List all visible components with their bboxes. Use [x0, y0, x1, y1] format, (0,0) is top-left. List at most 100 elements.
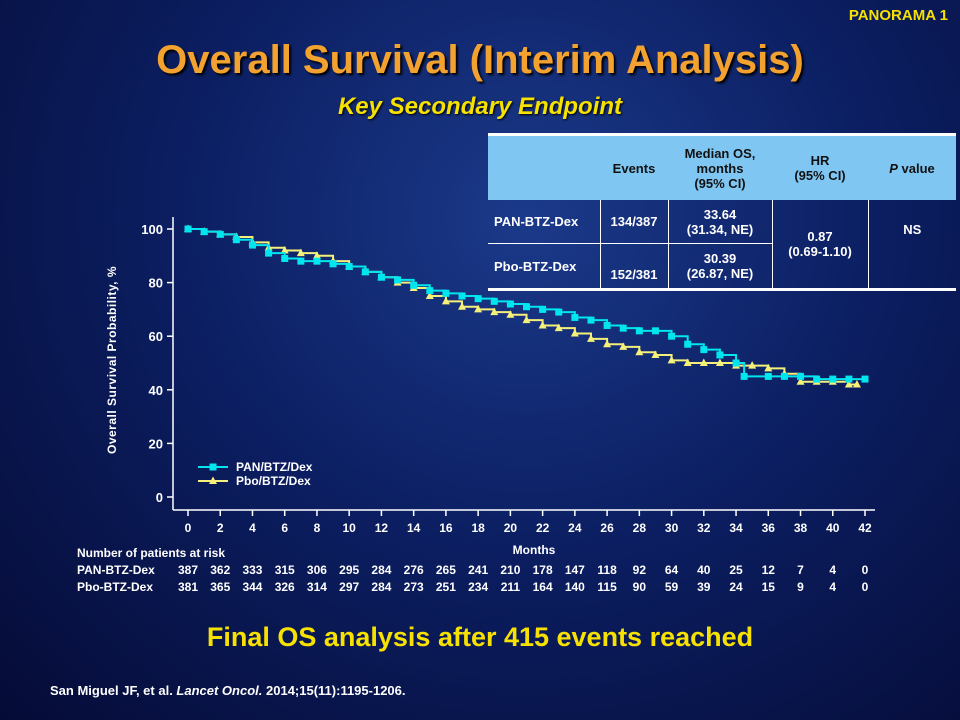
data-point-pan: [740, 372, 748, 380]
y-tick-label: 60: [149, 329, 163, 344]
risk-row-label: Pbo-BTZ-Dex: [77, 580, 153, 594]
y-axis-label: Overall Survival Probability, %: [105, 266, 119, 454]
table-header-median: Median OS, months (95% CI): [668, 133, 772, 200]
median-cell: 33.64 (31.34, NE): [668, 200, 773, 245]
header-hr-line1: HR: [810, 153, 830, 168]
data-point-pbo: [683, 358, 692, 366]
events-cell: 152/381: [600, 243, 669, 291]
x-tick-label: 10: [343, 521, 357, 535]
data-point-pan: [539, 305, 547, 313]
header-hr-line2: (95% CI): [794, 168, 846, 183]
data-point-pan: [313, 257, 321, 265]
risk-count: 147: [564, 563, 585, 577]
table-header-hr: HR (95% CI): [772, 133, 868, 200]
x-tick-label: 30: [665, 521, 679, 535]
data-point-pan: [732, 359, 740, 367]
arm-label: Pbo-BTZ-Dex: [488, 243, 601, 291]
risk-count: 315: [274, 563, 295, 577]
data-point-pan: [281, 254, 289, 262]
x-tick-label: 12: [375, 521, 389, 535]
risk-count: 241: [468, 563, 489, 577]
x-tick-label: 16: [439, 521, 453, 535]
data-point-pbo: [603, 339, 612, 348]
x-tick-label: 32: [697, 521, 711, 535]
y-tick-label: 80: [149, 276, 163, 291]
data-point-pan: [426, 287, 434, 295]
median-ci: (31.34, NE): [686, 221, 754, 237]
data-point-pbo: [699, 358, 708, 366]
header-p-italic: P: [889, 160, 898, 176]
data-point-pbo: [425, 291, 434, 299]
data-point-pan: [458, 292, 466, 300]
risk-count: 0: [861, 580, 869, 594]
risk-count: 4: [829, 580, 837, 594]
risk-count: 210: [500, 563, 521, 577]
data-point-pbo: [748, 361, 757, 369]
data-point-pbo: [522, 315, 531, 324]
data-point-pan: [474, 295, 482, 303]
chart-series: [184, 224, 869, 388]
risk-count: 306: [306, 563, 327, 577]
data-point-pan: [297, 257, 305, 265]
data-point-pbo: [715, 358, 724, 366]
header-median-line1: Median OS,: [684, 145, 756, 161]
median-cell: 30.39 (26.87, NE): [668, 243, 773, 291]
x-tick-label: 24: [568, 521, 582, 535]
data-point-pan: [523, 303, 530, 311]
header-p-rest: value: [897, 160, 935, 176]
legend-label: PAN/BTZ/Dex: [236, 460, 313, 474]
risk-count: 314: [306, 580, 327, 594]
citation-details: 2014;15(11):1195-1206.: [262, 683, 406, 698]
data-point-pbo: [441, 296, 450, 305]
hr-cell: 0.87 (0.69-1.10): [772, 200, 869, 291]
data-point-pan: [619, 324, 627, 332]
data-point-pan: [587, 316, 595, 324]
arm-label: PAN-BTZ-Dex: [488, 200, 601, 245]
citation: San Miguel JF, et al. Lancet Oncol. 2014…: [50, 683, 406, 698]
x-tick-label: 20: [504, 521, 518, 535]
data-point-pbo: [764, 363, 773, 372]
risk-count: 25: [729, 563, 743, 577]
x-tick-label: 2: [217, 521, 224, 535]
data-point-pbo: [635, 347, 644, 356]
risk-count: 344: [242, 580, 263, 594]
median-value: 33.64: [703, 206, 737, 222]
data-point-pbo: [296, 248, 305, 257]
panorama-tag: PANORAMA 1: [848, 7, 948, 24]
data-point-pan: [571, 313, 579, 321]
risk-count: 0: [861, 563, 869, 577]
data-point-pbo: [312, 251, 321, 259]
x-tick-label: 26: [600, 521, 614, 535]
risk-count: 284: [371, 563, 392, 577]
risk-count: 211: [500, 580, 521, 594]
legend-marker-triangle: [209, 476, 217, 484]
data-point-pbo: [619, 342, 628, 350]
p-value-cell: NS: [868, 200, 956, 291]
data-point-pbo: [506, 310, 515, 318]
citation-journal: Lancet Oncol.: [176, 683, 263, 698]
data-point-pan: [555, 308, 563, 316]
risk-count: 12: [761, 563, 775, 577]
risk-count: 362: [210, 563, 231, 577]
x-axis-label: Months: [513, 543, 556, 557]
data-point-pbo: [796, 377, 805, 385]
data-point-pan: [410, 281, 418, 289]
risk-count: 164: [532, 580, 553, 594]
risk-count: 40: [697, 563, 711, 577]
risk-count: 7: [797, 563, 804, 577]
data-point-pan: [684, 340, 692, 348]
median-value: 30.39: [703, 251, 737, 267]
risk-count: 295: [339, 563, 360, 577]
x-tick-label: 42: [858, 521, 872, 535]
data-point-pbo: [586, 334, 595, 342]
table-header-pvalue: P value: [868, 133, 956, 200]
data-point-pbo: [458, 302, 467, 310]
data-point-pan: [861, 375, 869, 383]
x-tick-label: 0: [185, 521, 192, 535]
data-point-pan: [845, 375, 853, 383]
citation-authors: San Miguel JF, et al.: [50, 683, 177, 698]
data-point-pbo: [667, 355, 676, 364]
risk-count: 118: [597, 563, 617, 577]
